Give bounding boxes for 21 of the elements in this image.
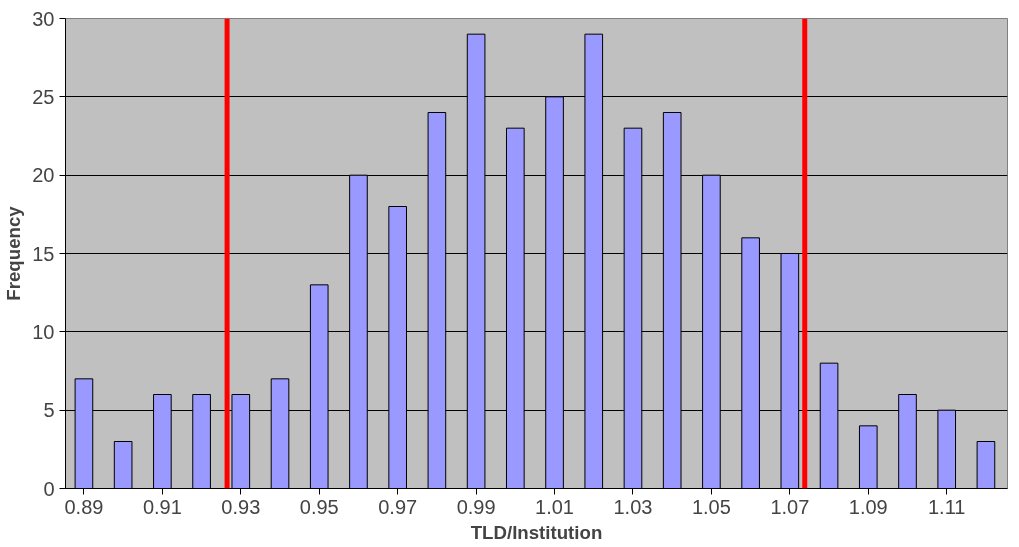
x-tick-label: 0.97 bbox=[378, 495, 418, 518]
x-tick-label: 1.09 bbox=[848, 495, 888, 518]
x-tick-label: 0.93 bbox=[221, 495, 261, 518]
x-tick-label: 1.05 bbox=[691, 495, 731, 518]
y-tick-label: 5 bbox=[43, 399, 55, 422]
y-tick-label: 10 bbox=[32, 320, 55, 343]
x-tick-label: 1.11 bbox=[927, 495, 966, 518]
x-axis-title: TLD/Institution bbox=[470, 521, 603, 543]
x-tick-label: 0.95 bbox=[299, 495, 339, 518]
x-tick-label: 0.89 bbox=[64, 495, 104, 518]
x-tick-label: 1.07 bbox=[770, 495, 810, 518]
y-tick-label: 15 bbox=[32, 242, 55, 265]
x-tick-label: 1.01 bbox=[535, 495, 575, 518]
x-tick-label: 1.03 bbox=[613, 495, 653, 518]
x-tick-label: 0.99 bbox=[456, 495, 496, 518]
y-tick-label: 20 bbox=[32, 164, 55, 187]
y-axis-title: Frequency bbox=[3, 205, 25, 301]
x-tick-label: 0.91 bbox=[142, 495, 182, 518]
y-tick-label: 0 bbox=[43, 477, 55, 500]
y-tick-label: 25 bbox=[32, 85, 55, 108]
y-tick-label: 30 bbox=[32, 7, 55, 30]
